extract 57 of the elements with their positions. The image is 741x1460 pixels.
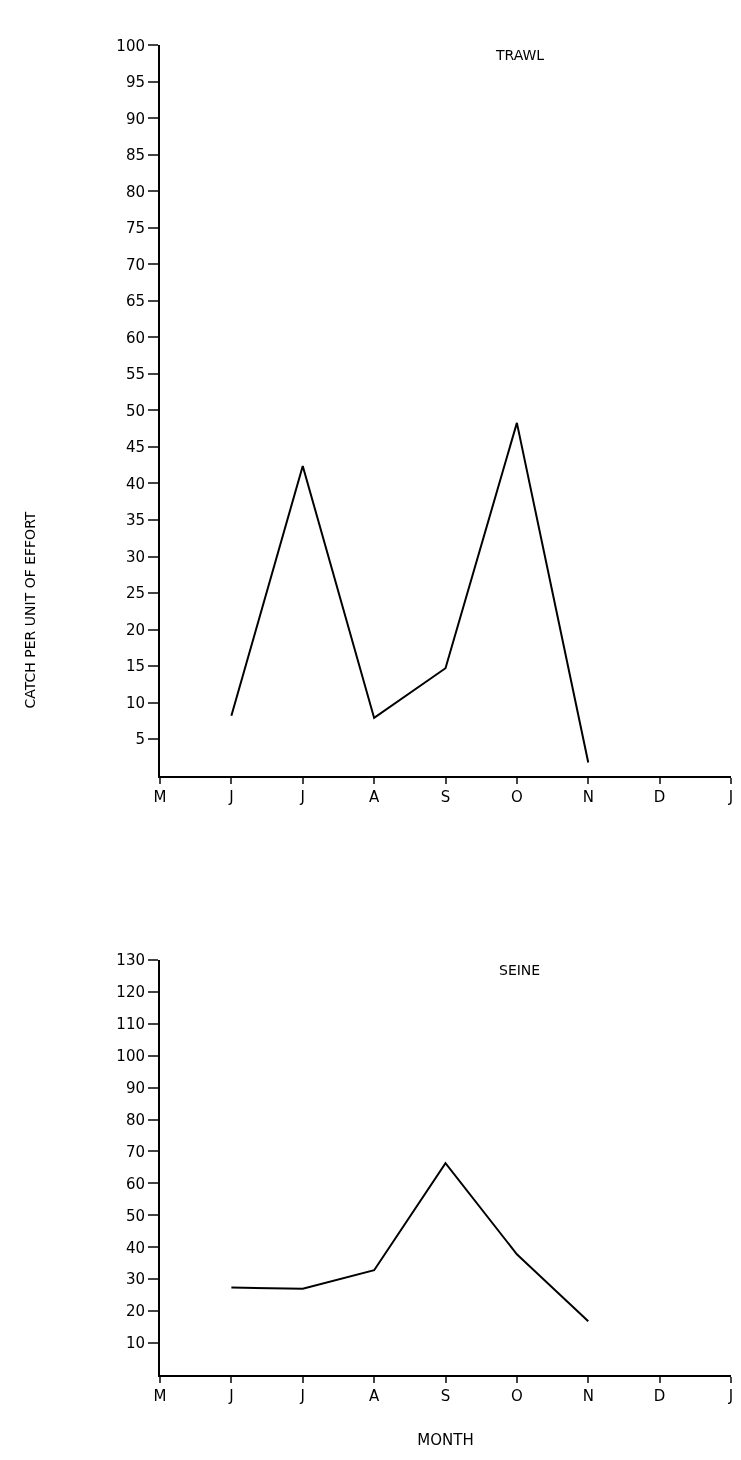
y-tick-label: 20: [125, 1302, 145, 1321]
x-tick-label: S: [440, 1387, 451, 1405]
y-tick-label: 85: [125, 146, 145, 165]
y-tick-label: 100: [116, 1046, 145, 1065]
x-tick-label: J: [228, 787, 234, 806]
y-tick-label: 75: [125, 219, 145, 238]
y-tick-label: 45: [125, 438, 145, 457]
y-tick-label: 65: [125, 292, 145, 311]
y-tick-label: 5: [135, 730, 145, 749]
y-tick-label: 55: [125, 365, 145, 384]
x-tick-label: O: [510, 787, 523, 806]
chart-title: SEINE: [499, 962, 541, 978]
x-tick-label: D: [653, 1387, 666, 1405]
line-series: [230, 421, 590, 764]
x-tick-label: S: [440, 787, 451, 806]
y-tick-label: 90: [125, 1078, 145, 1097]
x-tick-label: D: [653, 787, 666, 806]
y-tick-label: 60: [125, 1174, 145, 1193]
x-tick-label: O: [510, 1387, 523, 1405]
y-tick-label: 25: [125, 584, 145, 603]
y-tick-label: 80: [125, 1110, 145, 1129]
y-tick-label: 10: [125, 1334, 145, 1353]
y-tick-label: 100: [116, 36, 145, 55]
line-series: [230, 1162, 590, 1323]
y-tick-label: 40: [125, 474, 145, 493]
y-tick-label: 70: [125, 255, 145, 274]
x-tick-label: J: [228, 1387, 234, 1405]
y-tick-label: 70: [125, 1142, 145, 1161]
x-axis-title: MONTH: [417, 1430, 474, 1449]
y-tick-label: 110: [116, 1014, 145, 1033]
y-tick-label: 95: [125, 73, 145, 92]
x-tick-label: J: [299, 787, 305, 806]
y-tick-label: 80: [125, 182, 145, 201]
y-tick-label: 60: [125, 328, 145, 347]
x-tick-label: M: [153, 787, 167, 806]
y-tick-label: 40: [125, 1238, 145, 1257]
y-tick-label: 20: [125, 620, 145, 639]
x-tick-label: N: [582, 1387, 594, 1405]
x-tick-label: A: [369, 787, 380, 806]
y-tick-label: 30: [125, 1270, 145, 1289]
y-axis-title: CATCH PER UNIT OF EFFORT: [22, 511, 39, 709]
x-tick-label: J: [727, 787, 734, 806]
x-tick-label: A: [369, 1387, 380, 1405]
y-tick-label: 30: [125, 547, 145, 566]
y-tick-label: 35: [125, 511, 145, 530]
y-tick-label: 10: [125, 693, 145, 712]
y-tick-label: 130: [116, 951, 145, 970]
x-tick-label: J: [727, 1387, 734, 1405]
y-tick-label: 120: [116, 983, 145, 1002]
x-tick-label: N: [582, 787, 594, 806]
y-tick-label: 50: [125, 1206, 145, 1225]
y-tick-label: 50: [125, 401, 145, 420]
y-tick-label: 15: [125, 657, 145, 676]
y-tick-label: 90: [125, 109, 145, 128]
x-tick-label: J: [299, 1387, 305, 1405]
x-tick-label: M: [153, 1387, 167, 1405]
chart-title: TRAWL: [495, 47, 545, 63]
